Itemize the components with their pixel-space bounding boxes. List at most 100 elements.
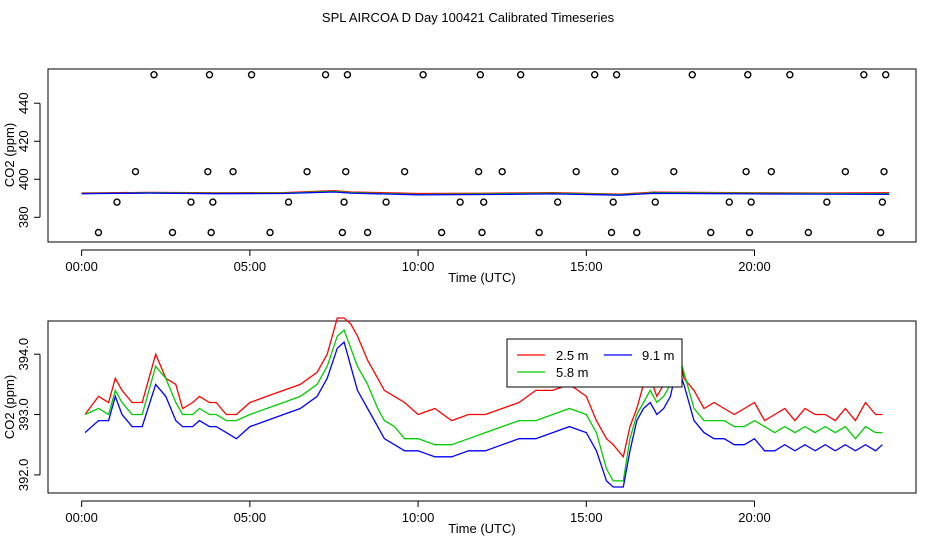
bottom-x-axis-label: Time (UTC) [448,521,515,536]
bottom-y-axis-label: CO2 (ppm) [2,375,17,439]
legend-label-9-1m: 9.1 m [642,348,675,363]
bottom-y-tick-label: 393.0 [16,398,31,431]
top-data-point [476,71,485,79]
top-data-point [284,198,293,206]
bottom-axes: 00:00 05:00 10:00 15:00 20:00 392.0 393.0 394.0 [16,338,771,525]
bottom-x-tick-label: 05:00 [234,510,267,525]
top-data-point [363,228,372,237]
top-x-axis-label: Time (UTC) [448,270,515,285]
top-data-point [876,228,885,237]
top-data-point [633,228,641,237]
top-y-tick-label: 380 [16,206,31,228]
top-data-point [823,198,831,206]
legend: 2.5 m 9.1 m 5.8 m [506,338,683,388]
top-data-point [321,71,330,79]
top-data-point [860,71,868,79]
top-data-point [498,167,506,176]
top-data-point [187,198,195,206]
top-data-point [742,167,750,176]
top-x-tick-label: 00:00 [65,259,98,274]
top-data-point [612,71,621,79]
top-series [81,190,890,196]
bottom-series [84,317,883,488]
top-data-point [209,198,217,206]
top-data-point [516,71,525,79]
top-x-tick-label: 15:00 [570,259,603,274]
top-data-point [205,71,214,79]
top-data-point [535,228,543,237]
top-data-point [572,167,580,176]
top-data-point [340,198,348,206]
top-data-point [767,167,776,176]
top-data-point [342,167,350,176]
top-data-point [207,228,215,237]
top-data-point [382,198,390,206]
top-data-point [744,71,752,79]
top-data-point [607,228,616,237]
bottom-x-tick-label: 15:00 [570,510,603,525]
bottom-y-tick-label: 394.0 [16,338,31,371]
top-data-point [882,71,890,79]
top-panel: 00:00 05:00 10:00 15:00 20:00 380 400 420 440 Ti… [2,68,917,285]
top-data-point [456,198,464,206]
top-x-tick-label: 10:00 [402,259,435,274]
top-data-point [338,228,347,237]
top-points [94,71,890,237]
top-data-point [303,167,311,176]
top-data-point [553,198,562,206]
top-axes: 00:00 05:00 10:00 15:00 20:00 380 400 420 440 [16,92,771,274]
top-data-point [707,228,715,237]
top-series-line-2 [81,191,890,196]
top-data-point [880,167,888,176]
top-data-point [204,167,212,176]
top-data-point [670,167,678,176]
top-data-point [266,228,274,237]
top-data-point [841,167,850,176]
top-data-point [478,228,486,237]
top-y-tick-label: 440 [16,92,31,114]
top-x-tick-label: 20:00 [738,259,771,274]
top-y-axis-label: CO2 (ppm) [2,123,17,187]
top-data-point [745,228,754,237]
top-data-point [343,71,352,79]
bottom-series-line-2 [84,340,883,488]
legend-box [506,338,683,388]
chart-title: SPL AIRCOA D Day 100421 Calibrated Times… [322,10,615,25]
top-data-point [400,167,409,176]
bottom-x-tick-label: 00:00 [65,510,98,525]
top-data-point [474,167,483,176]
top-data-point [113,198,121,206]
top-data-point [611,167,619,176]
top-data-point [747,198,755,206]
top-data-point [479,198,488,206]
top-data-point [229,167,237,176]
top-y-tick-label: 420 [16,130,31,152]
top-data-point [786,71,794,79]
top-data-point [725,198,733,206]
bottom-y-tick-label: 392.0 [16,459,31,492]
bottom-panel: 00:00 05:00 10:00 15:00 20:00 392.0 393.0 394.0… [2,317,917,536]
top-plot-frame [47,68,917,243]
top-data-point [651,198,659,206]
bottom-plot-frame [47,320,917,494]
top-y-tick-label: 400 [16,168,31,190]
top-data-point [131,167,140,176]
top-data-point [878,198,887,206]
top-data-point [419,71,427,79]
top-data-point [804,228,813,237]
top-data-point [94,228,103,237]
bottom-series-line-0 [84,317,883,459]
top-data-point [591,71,599,79]
bottom-x-tick-label: 20:00 [738,510,771,525]
top-data-point [150,71,158,79]
top-data-point [247,71,256,79]
legend-label-5-8m: 5.8 m [556,365,589,380]
top-data-point [437,228,446,237]
top-x-tick-label: 05:00 [234,259,267,274]
top-data-point [688,71,696,79]
legend-label-2-5m: 2.5 m [556,348,589,363]
top-data-point [609,198,617,206]
bottom-x-tick-label: 10:00 [402,510,435,525]
top-data-point [168,228,177,237]
